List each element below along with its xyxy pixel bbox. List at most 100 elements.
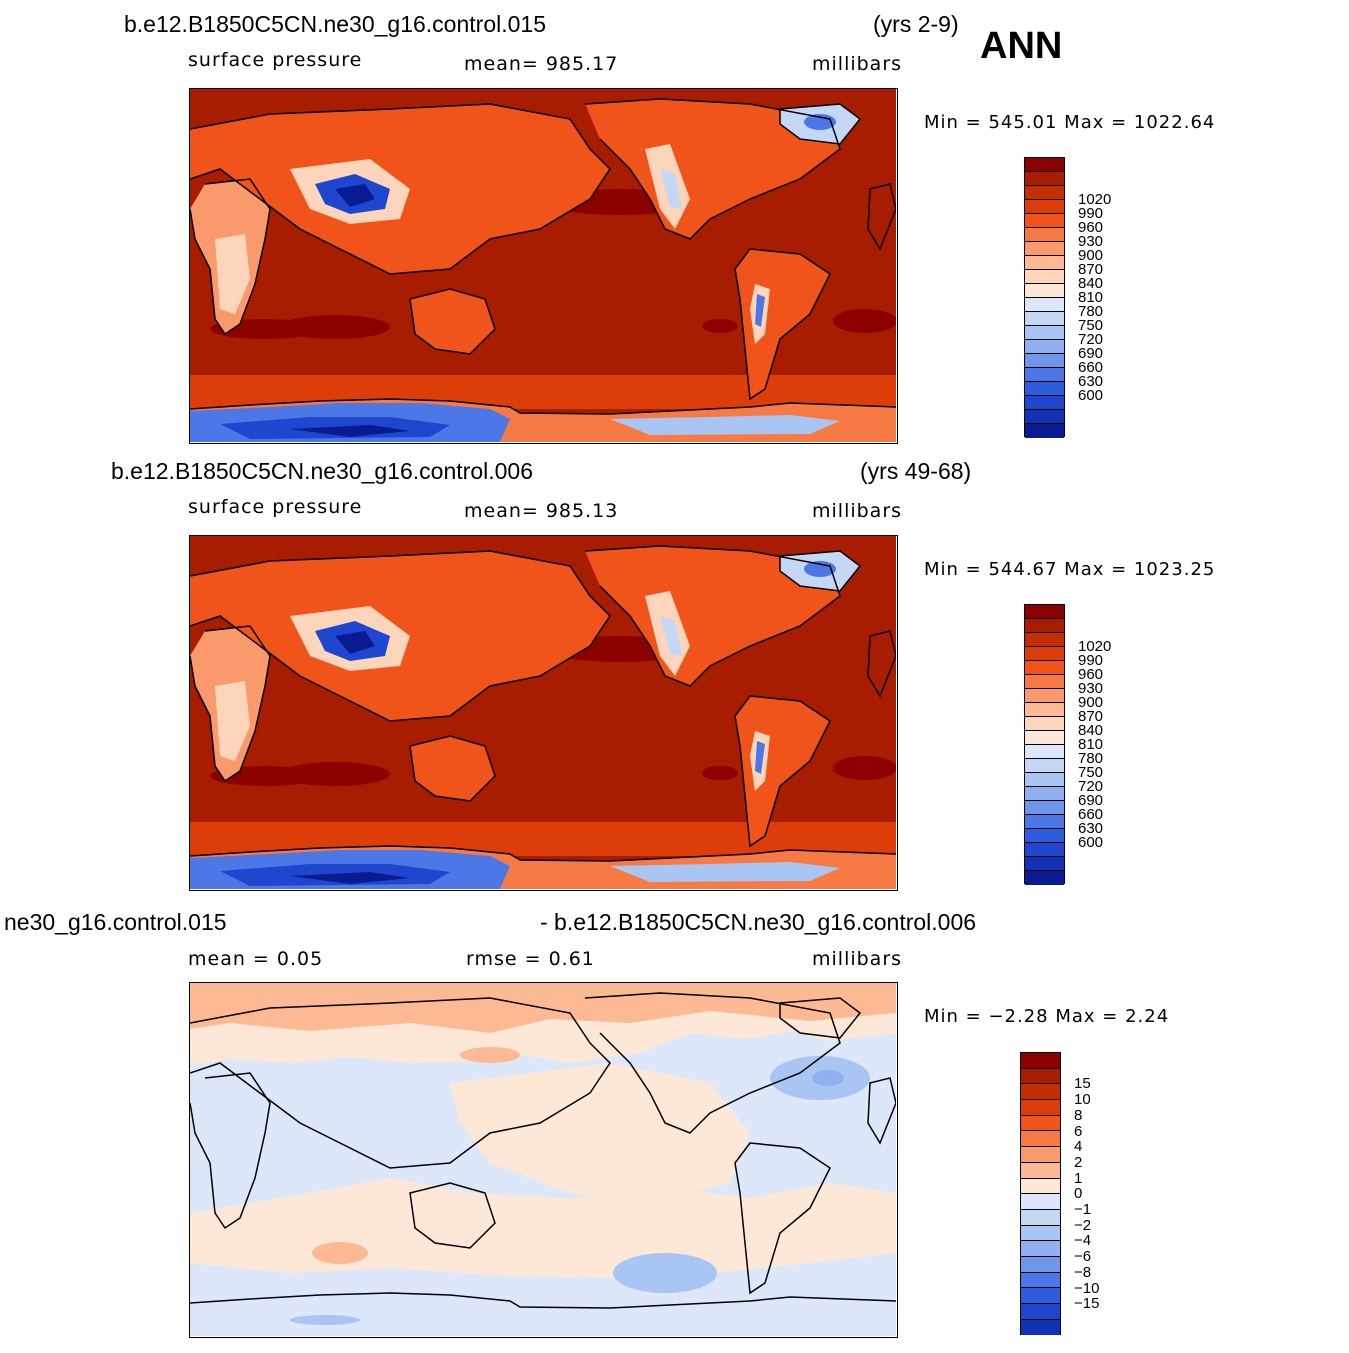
colorbar-label: −15 (1074, 1295, 1100, 1313)
colorbar-label: 660 (1078, 806, 1104, 823)
panel2-map (189, 535, 898, 891)
colorbar-label: 870 (1078, 261, 1104, 278)
panel2-case-title: b.e12.B1850C5CN.ne30_g16.control.006 (111, 458, 533, 484)
panel3-minmax: Min = −2.28 Max = 2.24 (924, 1006, 1170, 1027)
colorbar-swatch (1021, 1131, 1060, 1148)
colorbar-swatch (1025, 647, 1064, 661)
panel3-colorbar-boxes (1020, 1052, 1061, 1336)
colorbar-swatch (1025, 228, 1064, 242)
colorbar-swatch (1025, 382, 1064, 396)
colorbar-swatch (1025, 773, 1064, 787)
colorbar-swatch (1025, 843, 1064, 857)
colorbar-label: 0 (1074, 1185, 1083, 1203)
colorbar-label: 720 (1078, 778, 1104, 795)
colorbar-swatch (1025, 172, 1064, 186)
panel1-units: millibars (812, 53, 903, 75)
colorbar-swatch (1025, 396, 1064, 410)
colorbar-label: 840 (1078, 275, 1104, 292)
colorbar-label: 900 (1078, 247, 1104, 264)
colorbar-swatch (1021, 1178, 1060, 1195)
colorbar-label: 10 (1074, 1091, 1091, 1109)
colorbar-swatch (1025, 633, 1064, 647)
colorbar-label: 690 (1078, 792, 1104, 809)
panel2-mean: mean= 985.13 (464, 500, 619, 522)
colorbar-swatch (1025, 619, 1064, 633)
colorbar-label: −10 (1074, 1279, 1100, 1297)
colorbar-swatch (1025, 354, 1064, 368)
season-label: ANN (980, 25, 1063, 67)
colorbar-swatch (1021, 1115, 1060, 1132)
colorbar-label: 960 (1078, 219, 1104, 236)
colorbar-label: 1 (1074, 1169, 1083, 1187)
colorbar-swatch (1025, 368, 1064, 382)
colorbar-swatch (1025, 801, 1064, 815)
colorbar-swatch (1025, 745, 1064, 759)
colorbar-label: 990 (1078, 205, 1104, 222)
colorbar-swatch (1021, 1147, 1060, 1163)
colorbar-swatch (1025, 410, 1064, 424)
colorbar-swatch (1025, 186, 1064, 200)
colorbar-swatch (1021, 1272, 1060, 1289)
colorbar-swatch (1025, 326, 1064, 340)
panel1-minmax: Min = 545.01 Max = 1022.64 (924, 112, 1216, 133)
colorbar-swatch (1021, 1053, 1060, 1069)
colorbar-label: 6 (1074, 1122, 1083, 1140)
colorbar-label: 15 (1074, 1075, 1091, 1093)
colorbar-swatch (1025, 214, 1064, 228)
panel2-units: millibars (812, 500, 903, 522)
colorbar-swatch (1025, 242, 1064, 256)
colorbar-swatch (1025, 829, 1064, 843)
panel3-units: millibars (812, 948, 903, 970)
colorbar-swatch (1021, 1209, 1060, 1226)
colorbar-label: 810 (1078, 736, 1104, 753)
colorbar-swatch (1021, 1225, 1060, 1242)
colorbar-label: −1 (1074, 1201, 1092, 1218)
colorbar-swatch (1025, 703, 1064, 717)
colorbar-swatch (1025, 256, 1064, 270)
panel1-years: (yrs 2-9) (873, 11, 959, 37)
colorbar-swatch (1021, 1068, 1060, 1085)
colorbar-label: 960 (1078, 666, 1104, 683)
colorbar-swatch (1025, 815, 1064, 829)
panel1-mean: mean= 985.17 (464, 53, 619, 75)
colorbar-label: 8 (1074, 1106, 1083, 1124)
colorbar-label: 630 (1078, 373, 1104, 390)
colorbar-swatch (1021, 1100, 1060, 1116)
panel2-years: (yrs 49-68) (860, 458, 972, 484)
colorbar-swatch (1025, 675, 1064, 689)
colorbar-label: −2 (1074, 1216, 1092, 1234)
colorbar-swatch (1021, 1304, 1060, 1320)
colorbar-label: 4 (1074, 1138, 1083, 1156)
colorbar-swatch (1025, 871, 1064, 885)
colorbar-swatch (1025, 270, 1064, 284)
colorbar-label: 870 (1078, 708, 1104, 725)
colorbar-swatch (1025, 717, 1064, 731)
colorbar-swatch (1025, 312, 1064, 326)
colorbar-label: 630 (1078, 820, 1104, 837)
colorbar-swatch (1025, 605, 1064, 619)
colorbar-label: 660 (1078, 359, 1104, 376)
panel2-minmax: Min = 544.67 Max = 1023.25 (924, 559, 1216, 580)
colorbar-swatch (1025, 759, 1064, 773)
colorbar-label: 780 (1078, 750, 1104, 767)
colorbar-swatch (1021, 1194, 1060, 1210)
colorbar-swatch (1025, 661, 1064, 675)
colorbar-label: 930 (1078, 233, 1104, 250)
colorbar-label: 1020 (1078, 191, 1112, 208)
colorbar-label: 810 (1078, 289, 1104, 306)
panel3-rmse: rmse = 0.61 (466, 948, 595, 970)
colorbar-swatch (1025, 424, 1064, 438)
colorbar-label: 990 (1078, 652, 1104, 669)
panel3-case-right: - b.e12.B1850C5CN.ne30_g16.control.006 (540, 909, 977, 935)
panel3-map (189, 982, 898, 1338)
colorbar-swatch (1021, 1256, 1060, 1273)
colorbar-label: −8 (1074, 1263, 1092, 1281)
colorbar-swatch (1025, 857, 1064, 871)
colorbar-label: 900 (1078, 694, 1104, 711)
colorbar-label: 930 (1078, 680, 1104, 697)
panel1-case-title: b.e12.B1850C5CN.ne30_g16.control.015 (124, 11, 546, 37)
colorbar-swatch (1025, 689, 1064, 703)
colorbar-swatch (1025, 200, 1064, 214)
colorbar-label: 750 (1078, 764, 1104, 781)
colorbar-label: 720 (1078, 331, 1104, 348)
